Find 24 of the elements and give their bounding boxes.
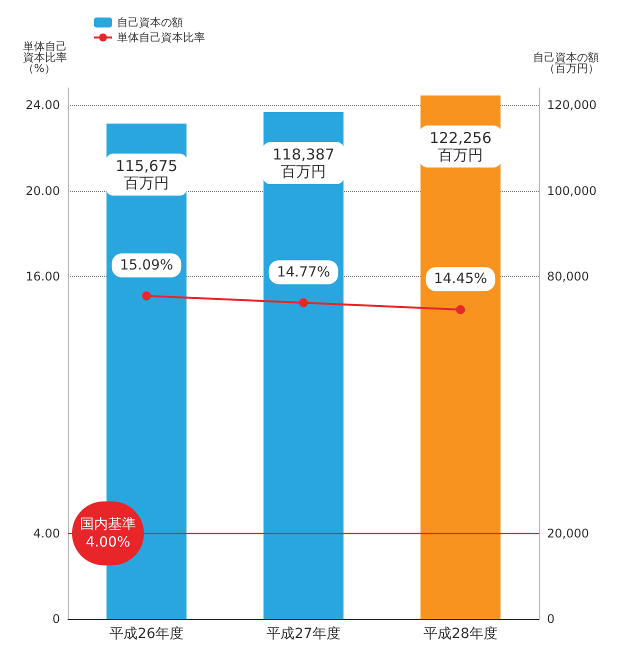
x-tick-label: 平成27年度 [266,626,340,642]
data-label: 122,256 百万円 [429,128,492,164]
data-label: 14.77% [276,264,330,280]
y2-tick-label: 0 [547,612,555,626]
ref-line-label: 国内基準 4.00% [80,516,136,550]
y2-tick-label: 100,000 [547,184,597,198]
y-tick-label: 16.00 [26,269,60,284]
y2-axis-title: 自己資本の額（百万円） [533,51,599,75]
x-tick-label: 平成28年度 [424,626,498,642]
y-axis-title: 単体自己資本比率（%） [23,40,67,75]
y2-tick-label: 80,000 [547,269,589,284]
y-tick-label: 0 [52,612,60,626]
legend-label: 単体自己資本比率 [117,31,205,44]
legend-label: 自己資本の額 [117,16,183,29]
y-tick-label: 24.00 [26,98,60,112]
y2-tick-label: 120,000 [547,98,597,112]
y-tick-label: 20.00 [26,184,60,198]
data-label: 14.45% [434,271,488,288]
data-label: 15.09% [120,257,174,274]
y2-tick-label: 20,000 [547,526,589,540]
data-label: 118,387 百万円 [272,146,335,181]
data-label: 115,675 百万円 [115,157,178,192]
x-tick-label: 平成26年度 [110,626,184,642]
y-tick-label: 4.00 [33,526,60,540]
